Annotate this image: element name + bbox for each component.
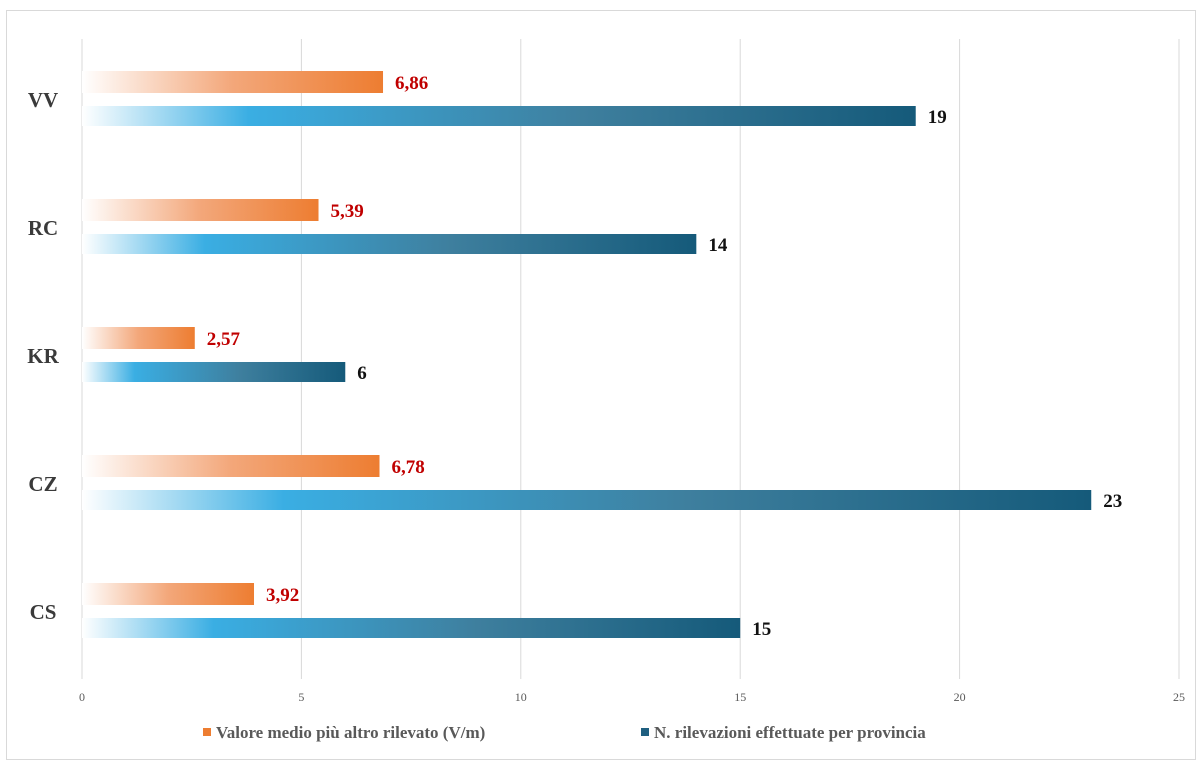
x-tick-label: 15 bbox=[734, 690, 746, 704]
gridlines bbox=[81, 39, 1180, 679]
bar-cz-valore-medio bbox=[82, 455, 380, 477]
bar-rc-valore-medio bbox=[82, 199, 319, 221]
legend-swatch-rilevazioni bbox=[641, 728, 649, 736]
category-label-cz: CZ bbox=[28, 472, 57, 496]
data-labels: 6,86 19 5,39 14 2,57 6 6,78 23 3,92 15 bbox=[207, 73, 1122, 640]
category-label-vv: VV bbox=[28, 88, 58, 112]
x-tick-label: 10 bbox=[515, 690, 527, 704]
data-label-cs-rilevazioni: 15 bbox=[752, 619, 771, 640]
x-tick-label: 25 bbox=[1173, 690, 1185, 704]
x-axis-ticks: 0 5 10 15 20 25 bbox=[79, 690, 1185, 704]
legend: Valore medio più altro rilevato (V/m) N. … bbox=[203, 723, 926, 742]
data-label-kr-rilevazioni: 6 bbox=[357, 363, 367, 384]
category-label-cs: CS bbox=[30, 600, 57, 624]
chart-frame: 6,86 19 5,39 14 2,57 6 6,78 23 3,92 15 VV RC KR CZ CS… bbox=[6, 10, 1196, 760]
data-label-rc-rilevazioni: 14 bbox=[708, 235, 728, 256]
bar-rc-rilevazioni bbox=[82, 234, 697, 254]
x-tick-label: 0 bbox=[79, 690, 85, 704]
data-label-vv-rilevazioni: 19 bbox=[928, 107, 947, 128]
bar-vv-valore-medio bbox=[82, 71, 384, 93]
legend-swatch-valore-medio bbox=[203, 728, 211, 736]
data-label-vv-valore-medio: 6,86 bbox=[395, 73, 428, 94]
data-label-rc-valore-medio: 5,39 bbox=[331, 201, 364, 222]
bar-cs-valore-medio bbox=[82, 583, 255, 605]
data-label-kr-valore-medio: 2,57 bbox=[207, 329, 241, 350]
data-label-cs-valore-medio: 3,92 bbox=[266, 585, 299, 606]
data-label-cz-valore-medio: 6,78 bbox=[392, 457, 425, 478]
bar-cs-rilevazioni bbox=[82, 618, 741, 638]
bar-chart: 6,86 19 5,39 14 2,57 6 6,78 23 3,92 15 VV RC KR CZ CS… bbox=[27, 39, 1185, 742]
category-label-rc: RC bbox=[28, 216, 58, 240]
bar-vv-rilevazioni bbox=[82, 106, 916, 126]
category-labels: VV RC KR CZ CS bbox=[27, 88, 59, 624]
bar-kr-rilevazioni bbox=[82, 362, 346, 382]
bar-cz-rilevazioni bbox=[82, 490, 1092, 510]
legend-label-rilevazioni: N. rilevazioni effettuate per provincia bbox=[654, 723, 926, 742]
data-label-cz-rilevazioni: 23 bbox=[1103, 491, 1122, 512]
x-tick-label: 5 bbox=[298, 690, 304, 704]
x-tick-label: 20 bbox=[954, 690, 966, 704]
bar-kr-valore-medio bbox=[82, 327, 195, 349]
legend-label-valore-medio: Valore medio più altro rilevato (V/m) bbox=[216, 723, 485, 742]
bars bbox=[82, 71, 1092, 638]
category-label-kr: KR bbox=[27, 344, 59, 368]
